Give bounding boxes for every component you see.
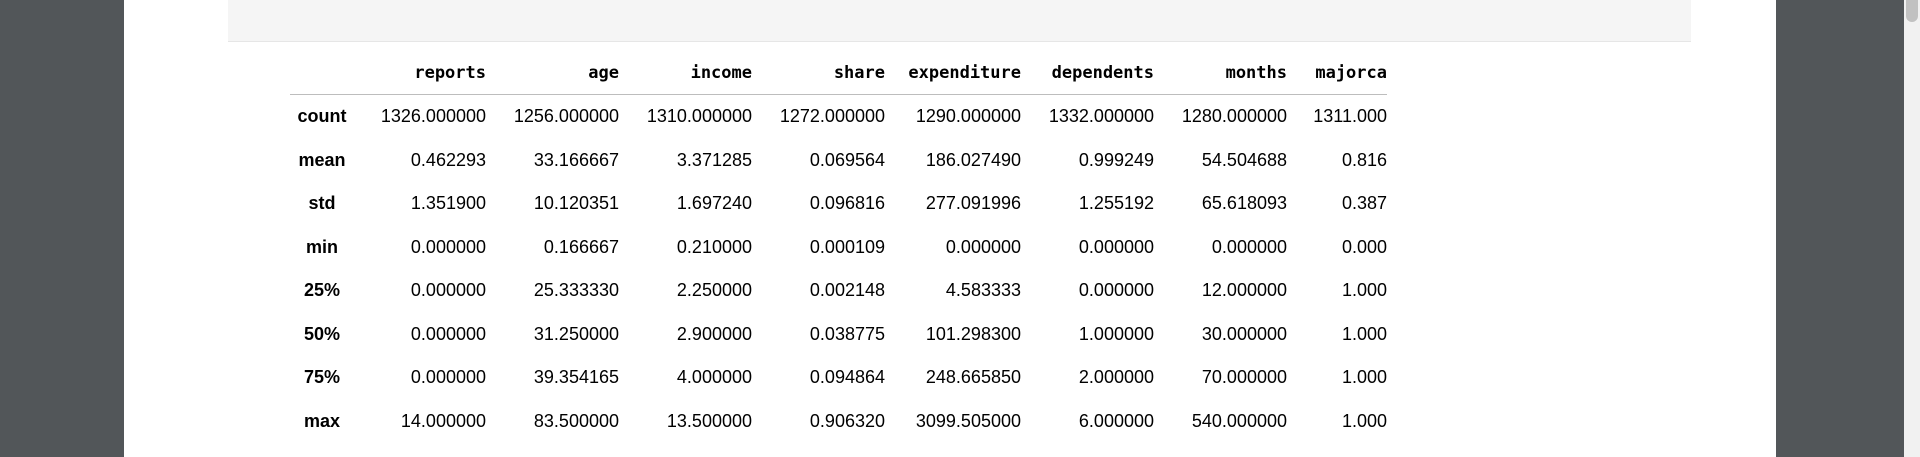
table-row: std 1.351900 10.120351 1.697240 0.096816 277.…	[290, 182, 1388, 226]
table-cell: 0.816	[1341, 149, 1387, 170]
table-cell: 1.000000	[1078, 323, 1154, 344]
table-cell: 30.000000	[1201, 323, 1287, 344]
table-cell: 0.462293	[410, 149, 486, 170]
table-cell: 248.665850	[925, 367, 1021, 388]
table-cell: 12.000000	[1201, 280, 1287, 301]
table-cell: 2.900000	[676, 323, 752, 344]
table-cell: 186.027490	[925, 149, 1021, 170]
table-cell: 3.371285	[676, 149, 752, 170]
table-row: max 14.000000 83.500000 13.500000 0.906320 30…	[290, 400, 1387, 444]
table-row: 50% 0.000000 31.250000 2.900000 0.038775 101.…	[290, 313, 1387, 357]
table-cell: 0.387	[1341, 193, 1387, 214]
column-header: dependents	[1021, 52, 1154, 95]
table-cell: 1272.000000	[779, 106, 885, 127]
describe-table: reports age income share expenditure dep…	[290, 52, 1387, 443]
table-cell: 0.002148	[809, 280, 885, 301]
row-index-label: 75%	[303, 367, 341, 388]
table-row: count 1326.000000 1256.000000 1310.000000 12…	[290, 95, 1388, 139]
index-header	[290, 52, 354, 95]
table-cell: 1.000	[1341, 367, 1387, 388]
table-cell: 277.091996	[925, 193, 1021, 214]
table-row: min 0.000000 0.166667 0.210000 0.000109 0.000…	[290, 226, 1387, 270]
table-cell: 4.583333	[945, 280, 1021, 301]
table-cell: 1.697240	[676, 193, 752, 214]
row-index-label: count	[297, 106, 347, 127]
column-header: months	[1154, 52, 1287, 95]
table-cell: 0.999249	[1078, 149, 1154, 170]
column-header: reports	[354, 52, 486, 95]
table-cell: 0.069564	[809, 149, 885, 170]
table-cell: 101.298300	[925, 323, 1021, 344]
table-cell: 1.000	[1341, 410, 1387, 431]
table-cell: 2.000000	[1078, 367, 1154, 388]
table-cell: 540.000000	[1191, 410, 1287, 431]
table-cell: 0.038775	[809, 323, 885, 344]
header-row: reports age income share expenditure dep…	[290, 52, 1387, 95]
table-cell: 1.000	[1341, 280, 1387, 301]
table-cell: 1.351900	[410, 193, 486, 214]
dataframe-output: reports age income share expenditure dep…	[290, 52, 1516, 443]
table-cell: 0.210000	[676, 236, 752, 257]
row-index-label: std	[308, 193, 336, 214]
table-cell: 1280.000000	[1181, 106, 1287, 127]
table-cell: 1290.000000	[915, 106, 1021, 127]
table-cell: 6.000000	[1078, 410, 1154, 431]
table-cell: 25.333330	[533, 280, 619, 301]
row-index-label: 25%	[303, 280, 341, 301]
table-cell: 1311.000	[1313, 106, 1387, 127]
table-cell: 31.250000	[533, 323, 619, 344]
table-cell: 83.500000	[533, 410, 619, 431]
column-header: age	[486, 52, 619, 95]
table-cell: 2.250000	[676, 280, 752, 301]
document-page: reports age income share expenditure dep…	[124, 0, 1776, 457]
table-cell: 0.094864	[809, 367, 885, 388]
row-index-label: max	[303, 410, 341, 431]
table-row: mean 0.462293 33.166667 3.371285 0.069564 186…	[290, 139, 1387, 183]
table-cell: 4.000000	[676, 367, 752, 388]
table-cell: 70.000000	[1201, 367, 1287, 388]
table-cell: 1332.000000	[1048, 106, 1154, 127]
table-cell: 0.000000	[1078, 236, 1154, 257]
table-cell: 10.120351	[533, 193, 619, 214]
row-index-label: min	[305, 236, 338, 257]
column-header: expenditure	[885, 52, 1021, 95]
table-cell: 14.000000	[400, 410, 486, 431]
code-cell-area[interactable]	[228, 0, 1691, 42]
scrollbar-thumb[interactable]	[1906, 0, 1918, 22]
table-cell: 0.000000	[945, 236, 1021, 257]
table-row: 75% 0.000000 39.354165 4.000000 0.094864 248.…	[290, 356, 1387, 400]
vertical-scrollbar[interactable]	[1904, 0, 1920, 457]
table-cell: 0.000000	[1078, 280, 1154, 301]
table-cell: 0.000000	[410, 236, 486, 257]
row-index-label: mean	[298, 149, 346, 170]
table-cell: 1310.000000	[646, 106, 752, 127]
table-cell: 39.354165	[533, 367, 619, 388]
table-cell: 54.504688	[1201, 149, 1287, 170]
table-cell: 1.255192	[1078, 193, 1154, 214]
table-cell: 13.500000	[666, 410, 752, 431]
table-cell: 0.000000	[410, 280, 486, 301]
column-header: share	[752, 52, 885, 95]
table-cell: 3099.505000	[915, 410, 1021, 431]
table-cell: 0.096816	[809, 193, 885, 214]
table-cell: 1.000	[1341, 323, 1387, 344]
table-cell: 0.906320	[809, 410, 885, 431]
table-row: 25% 0.000000 25.333330 2.250000 0.002148 4.58…	[290, 269, 1387, 313]
table-cell: 33.166667	[533, 149, 619, 170]
table-cell: 0.166667	[543, 236, 619, 257]
table-cell: 1326.000000	[380, 106, 486, 127]
table-cell: 0.000000	[410, 323, 486, 344]
table-cell: 0.000000	[1211, 236, 1287, 257]
table-cell: 0.000	[1341, 236, 1387, 257]
row-index-label: 50%	[303, 323, 341, 344]
table-cell: 0.000000	[410, 367, 486, 388]
table-cell: 0.000109	[809, 236, 885, 257]
column-header: majorca	[1287, 52, 1387, 95]
table-cell: 1256.000000	[513, 106, 619, 127]
column-header: income	[619, 52, 752, 95]
table-cell: 65.618093	[1201, 193, 1287, 214]
